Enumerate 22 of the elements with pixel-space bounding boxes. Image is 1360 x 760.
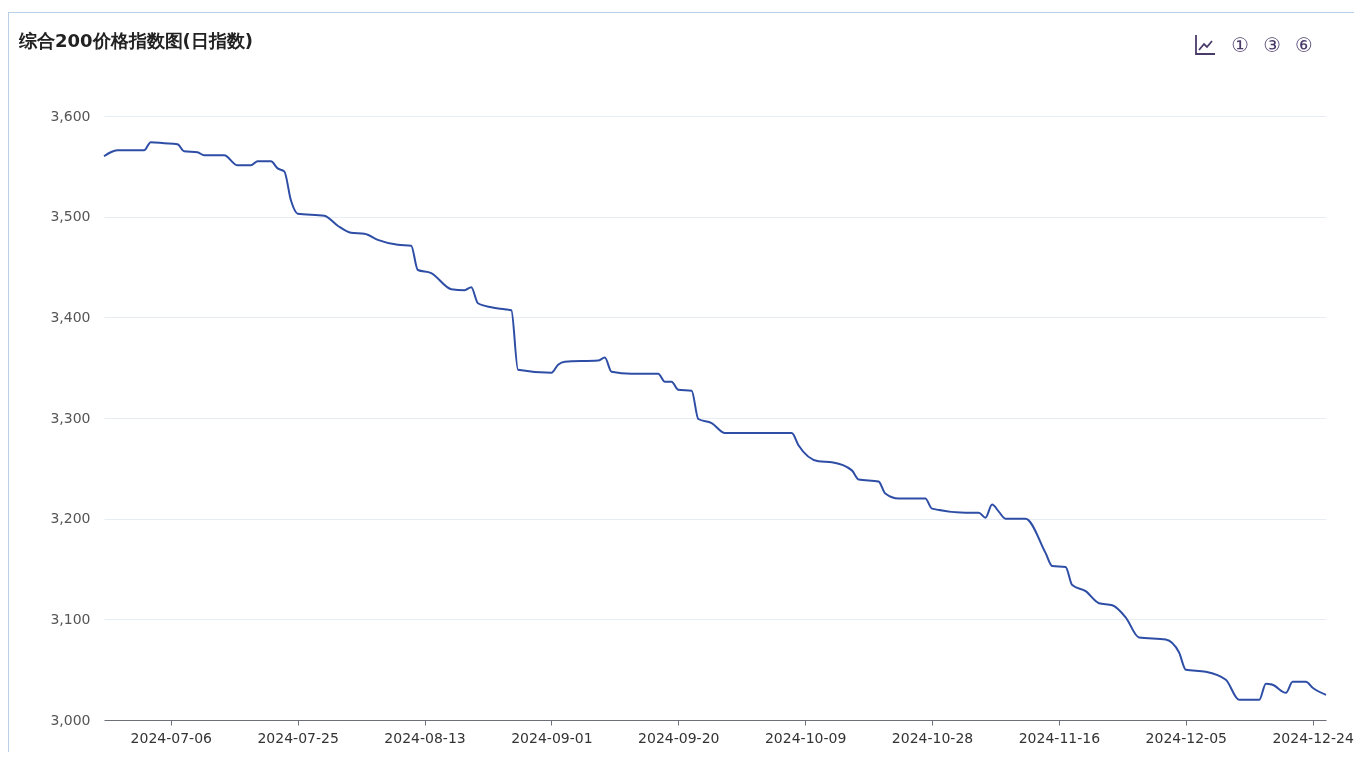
text: ③ (1263, 33, 1282, 57)
x-tick-label: 2024-07-06 (130, 729, 213, 746)
y-tick-label: 3,300 (50, 409, 91, 426)
x-tick-label: 2024-07-25 (257, 729, 339, 746)
y-tick-label: 3,600 (50, 107, 91, 124)
x-tick-label: 2024-11-16 (1018, 729, 1101, 746)
x-tick-label: 2024-12-05 (1145, 729, 1227, 746)
x-tick-label: 2024-12-24 (1272, 729, 1354, 746)
y-tick-label: 3,200 (50, 510, 91, 527)
x-tick-label: 2024-09-01 (511, 729, 593, 746)
text: ① (1231, 33, 1250, 57)
chart-title: 综合200价格指数图(日指数) (18, 30, 254, 51)
y-tick-label: 3,000 (50, 711, 91, 728)
y-tick-label: 3,400 (50, 308, 91, 325)
text: ⑥ (1295, 33, 1313, 57)
x-tick-label: 2024-09-20 (638, 729, 720, 746)
x-tick-label: 2024-10-09 (764, 729, 847, 746)
x-tick-label: 2024-08-13 (384, 729, 466, 746)
line-series (103, 141, 1327, 701)
y-tick-label: 3,500 (50, 208, 91, 225)
y-tick-label: 3,100 (50, 610, 91, 627)
x-tick-label: 2024-10-28 (891, 729, 974, 746)
